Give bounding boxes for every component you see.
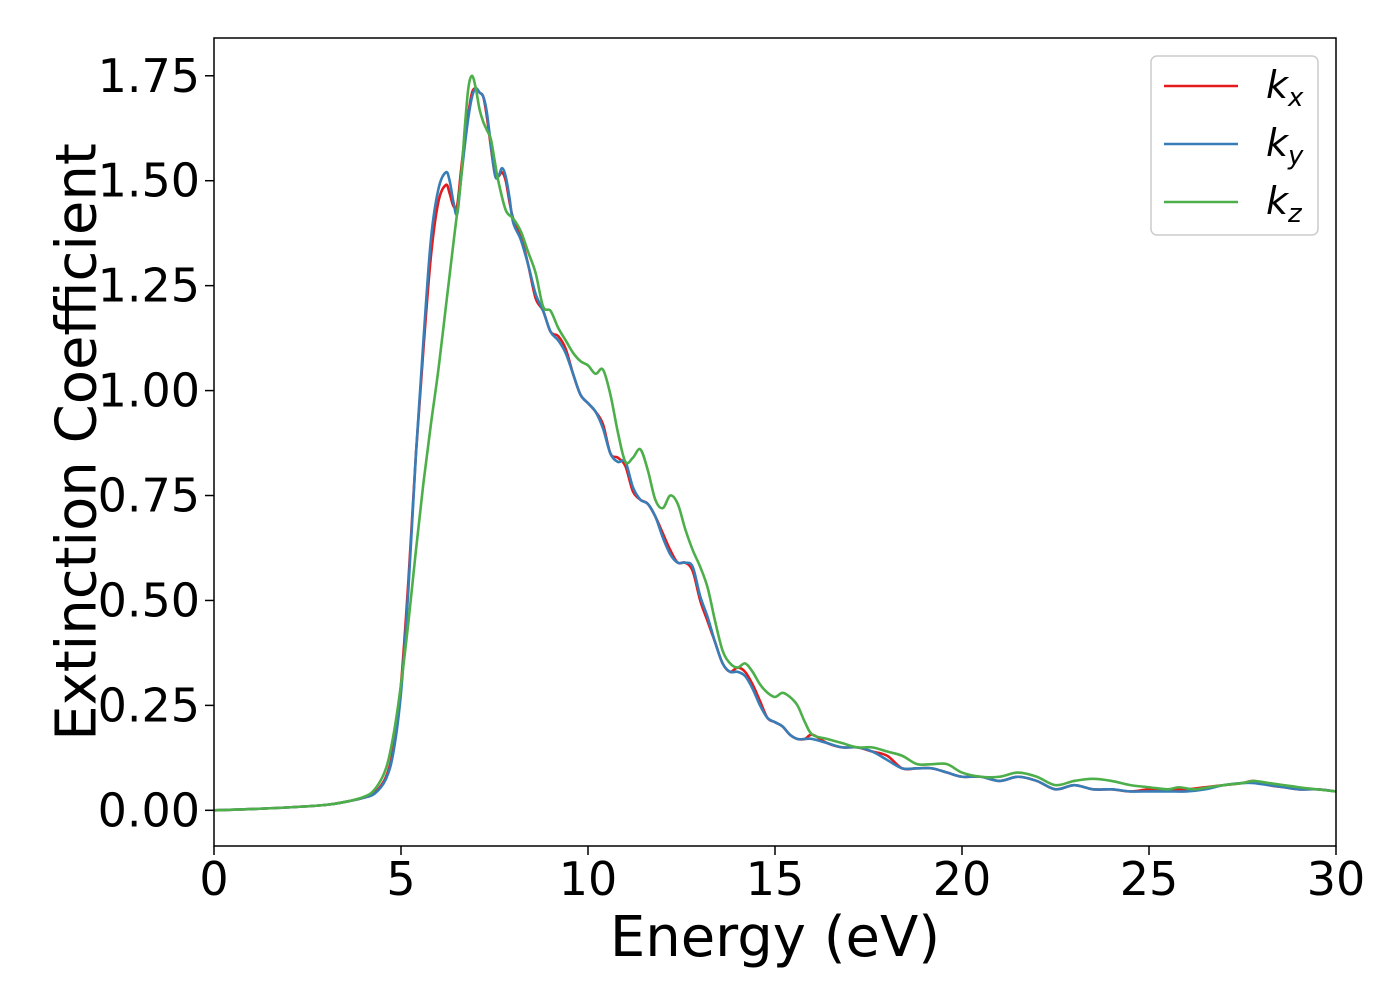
y-tick-label: 0.50 [98, 573, 200, 627]
legend-box [1150, 55, 1319, 236]
legend-label: kx [1266, 63, 1304, 113]
x-tick-label: 10 [559, 852, 618, 906]
x-tick-label: 20 [933, 852, 992, 906]
legend: kx ky kz [1150, 55, 1319, 236]
y-tick-label: 1.50 [98, 154, 200, 208]
x-axis-ticks: 0 5 10 15 20 25 30 [199, 846, 1365, 906]
x-tick-label: 30 [1307, 852, 1366, 906]
y-tick-label: 1.25 [98, 259, 200, 313]
y-tick-label: 1.75 [98, 49, 200, 103]
x-axis-title: Energy (eV) [610, 905, 940, 970]
series-layer [214, 74, 1336, 812]
y-tick-label: 1.00 [98, 364, 200, 418]
y-axis-ticks: 0.00 0.25 0.50 0.75 1.00 1.25 1.50 1.75 [98, 49, 214, 837]
x-tick-label: 15 [746, 852, 805, 906]
x-tick-label: 25 [1120, 852, 1179, 906]
x-tick-label: 0 [199, 852, 228, 906]
y-axis-title: Extinction Coefficient [45, 143, 110, 741]
y-tick-label: 0.75 [98, 469, 200, 523]
legend-label: ky [1266, 121, 1304, 171]
legend-label: kz [1266, 179, 1303, 229]
series-line-ky [214, 87, 1336, 812]
series-line-kz [214, 74, 1336, 812]
x-tick-label: 5 [386, 852, 415, 906]
y-tick-label: 0.25 [98, 678, 200, 732]
y-tick-label: 0.00 [98, 783, 200, 837]
